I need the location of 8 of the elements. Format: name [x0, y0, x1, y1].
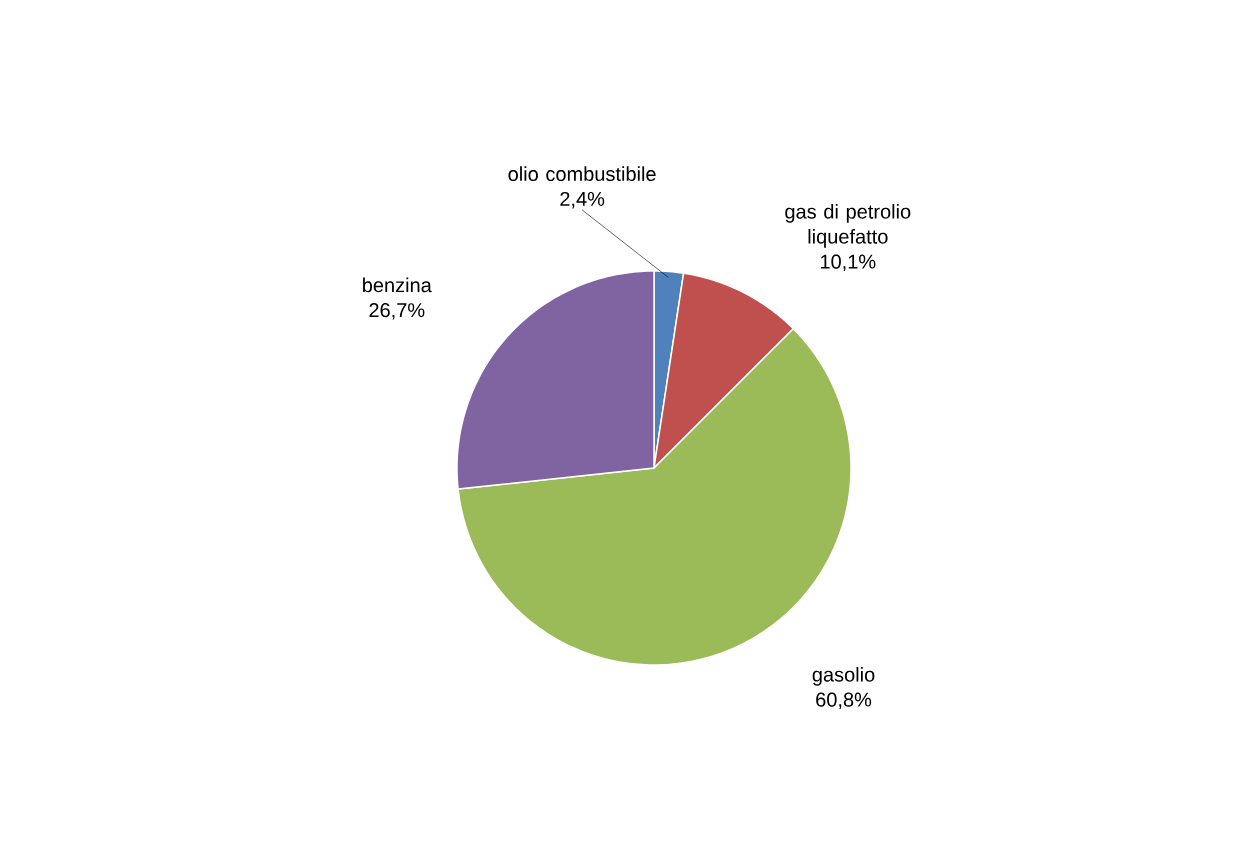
data-label: 26,7%	[369, 303, 425, 320]
data-label: 2,4%	[560, 191, 605, 209]
slice-label: benzina	[363, 277, 432, 293]
slice-label: gas di petrolio liquefatto	[785, 204, 911, 248]
slice-label: olio combustibile	[508, 166, 656, 182]
slice-label: gasolio	[812, 667, 875, 686]
data-label: 10,1%	[820, 254, 876, 272]
data-label: 60,8%	[816, 692, 872, 710]
